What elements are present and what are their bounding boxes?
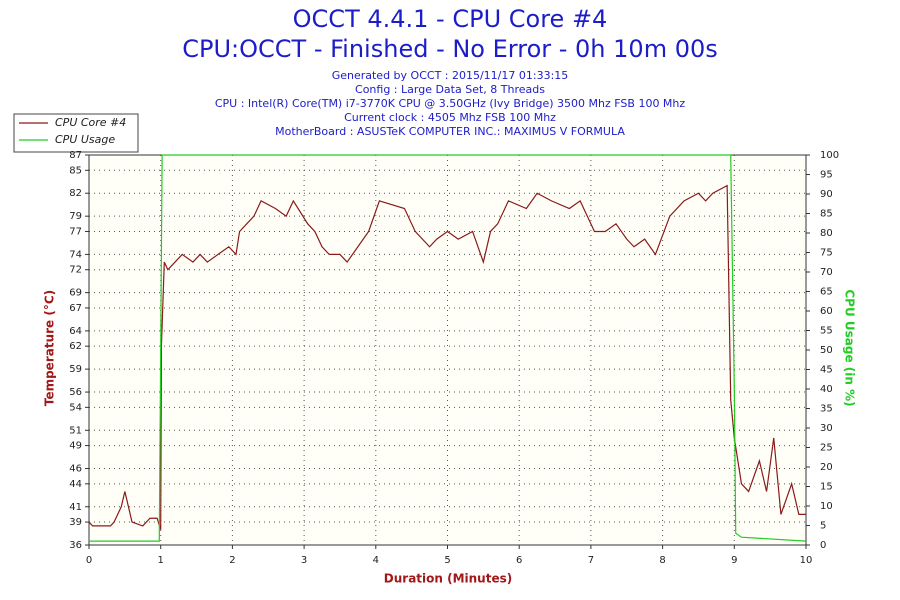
- y2-tick-label: 50: [820, 345, 833, 356]
- series-line: [89, 154, 807, 542]
- y-tick-label: 62: [69, 341, 82, 352]
- series-line: [88, 184, 806, 530]
- x-axis-label: Duration (Minutes): [384, 572, 512, 586]
- y-tick-label: 46: [69, 464, 82, 475]
- y2-tick-label: 25: [820, 443, 833, 454]
- info-line: Current clock : 4505 Mhz FSB 100 Mhz: [344, 111, 556, 124]
- x-tick-label: 4: [373, 555, 379, 566]
- legend-box: [13, 113, 139, 153]
- info-line: CPU : Intel(R) Core(TM) i7-3770K CPU @ 3…: [215, 97, 686, 110]
- y-tick-label: 49: [69, 441, 82, 452]
- y-tick-label: 85: [69, 165, 82, 176]
- x-tick-label: 1: [158, 555, 164, 566]
- y2-tick-label: 15: [820, 482, 833, 493]
- y-tick-label: 87: [69, 150, 82, 161]
- y-tick-label: 67: [69, 303, 82, 314]
- legend-label: CPU Usage: [55, 133, 115, 146]
- y-tick-label: 72: [69, 265, 82, 276]
- y-tick-label: 41: [69, 502, 82, 513]
- info-line: Generated by OCCT : 2015/11/17 01:33:15: [332, 69, 569, 82]
- y2-tick-label: 80: [820, 228, 833, 239]
- y-tick-label: 82: [69, 188, 82, 199]
- y2-tick-label: 55: [820, 326, 833, 337]
- y2-tick-label: 65: [820, 287, 833, 298]
- y2-tick-label: 5: [820, 521, 826, 532]
- y-tick-label: 59: [69, 364, 82, 375]
- y-tick-label: 36: [69, 540, 82, 551]
- y-tick-label: 51: [69, 425, 82, 436]
- info-line: MotherBoard : ASUSTeK COMPUTER INC.: MAX…: [275, 125, 625, 138]
- y2-tick-label: 45: [820, 365, 833, 376]
- y2-tick-label: 0: [820, 540, 826, 551]
- x-tick-label: 7: [588, 555, 594, 566]
- y-tick-label: 69: [69, 288, 82, 299]
- info-line: Config : Large Data Set, 8 Threads: [355, 83, 545, 96]
- legend-label: CPU Core #4: [55, 116, 126, 129]
- y-axis-label: Temperature (°C): [43, 290, 57, 406]
- x-tick-label: 6: [516, 555, 522, 566]
- y-tick-label: 74: [69, 249, 82, 260]
- x-tick-label: 10: [800, 555, 813, 566]
- y2-tick-label: 35: [820, 404, 833, 415]
- y2-tick-label: 30: [820, 423, 833, 434]
- y2-tick-label: 10: [820, 501, 833, 512]
- y2-tick-label: 85: [820, 209, 833, 220]
- y-tick-label: 79: [69, 211, 82, 222]
- x-tick-label: 0: [86, 555, 92, 566]
- x-tick-label: 2: [229, 555, 235, 566]
- chart-title: OCCT 4.4.1 - CPU Core #4: [293, 5, 608, 33]
- x-tick-label: 9: [731, 555, 737, 566]
- y2-tick-label: 75: [820, 248, 833, 259]
- y2-tick-label: 100: [820, 150, 839, 161]
- y-tick-label: 64: [69, 326, 82, 337]
- y-tick-label: 56: [69, 387, 82, 398]
- x-tick-label: 3: [301, 555, 307, 566]
- y-tick-label: 44: [69, 479, 82, 490]
- y2-axis-label: CPU Usage (in %): [843, 289, 857, 406]
- chart-subtitle: CPU:OCCT - Finished - No Error - 0h 10m …: [182, 35, 718, 63]
- y2-tick-label: 40: [820, 384, 833, 395]
- y2-tick-label: 20: [820, 462, 833, 473]
- y-tick-label: 39: [69, 517, 82, 528]
- y-tick-label: 54: [69, 402, 82, 413]
- y2-tick-label: 60: [820, 306, 833, 317]
- y2-tick-label: 95: [820, 170, 833, 181]
- y-tick-label: 77: [69, 226, 82, 237]
- x-tick-label: 5: [444, 555, 450, 566]
- y2-tick-label: 90: [820, 189, 833, 200]
- y2-tick-label: 70: [820, 267, 833, 278]
- x-tick-label: 8: [659, 555, 665, 566]
